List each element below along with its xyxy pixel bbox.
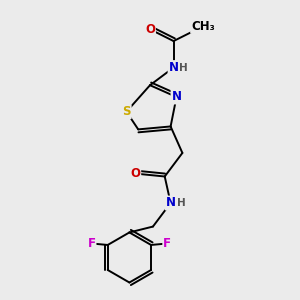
Text: O: O — [145, 23, 155, 36]
Text: CH₃: CH₃ — [191, 20, 215, 33]
Text: N: N — [166, 196, 176, 209]
Text: O: O — [130, 167, 140, 180]
Text: F: F — [88, 237, 95, 250]
Text: N: N — [169, 61, 178, 74]
Text: H: H — [176, 198, 185, 208]
Text: S: S — [122, 105, 131, 118]
Text: N: N — [172, 91, 182, 103]
Text: F: F — [163, 237, 171, 250]
Text: H: H — [179, 63, 188, 73]
